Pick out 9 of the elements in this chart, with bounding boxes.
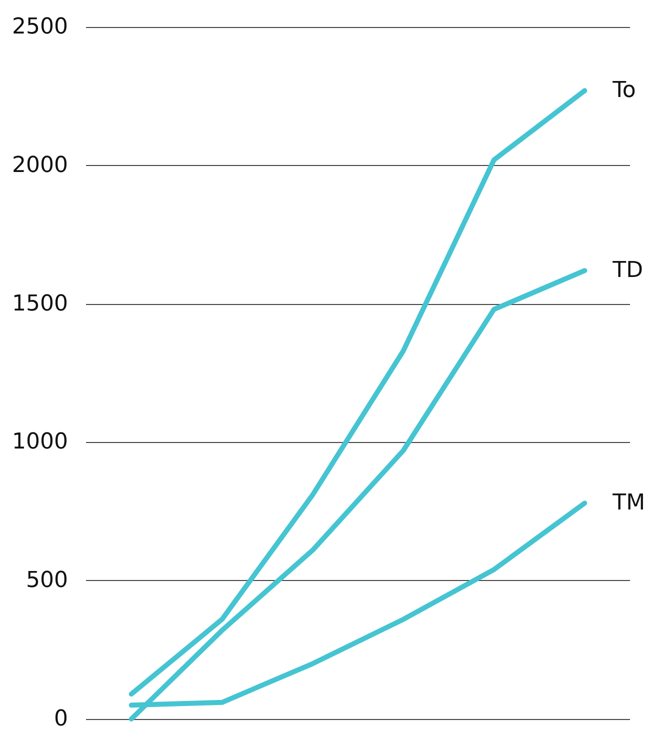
y-tick-label: 1000 xyxy=(12,430,68,455)
series-label: TD xyxy=(612,258,644,284)
series-label: TM xyxy=(612,490,646,516)
y-tick-label: 500 xyxy=(26,568,68,594)
y-tick-label: 2000 xyxy=(12,152,68,178)
y-tick-label: 1500 xyxy=(12,291,68,316)
series-label: To xyxy=(612,78,636,104)
y-tick-label: 2500 xyxy=(12,14,68,40)
y-tick-label: 0 xyxy=(54,706,68,732)
